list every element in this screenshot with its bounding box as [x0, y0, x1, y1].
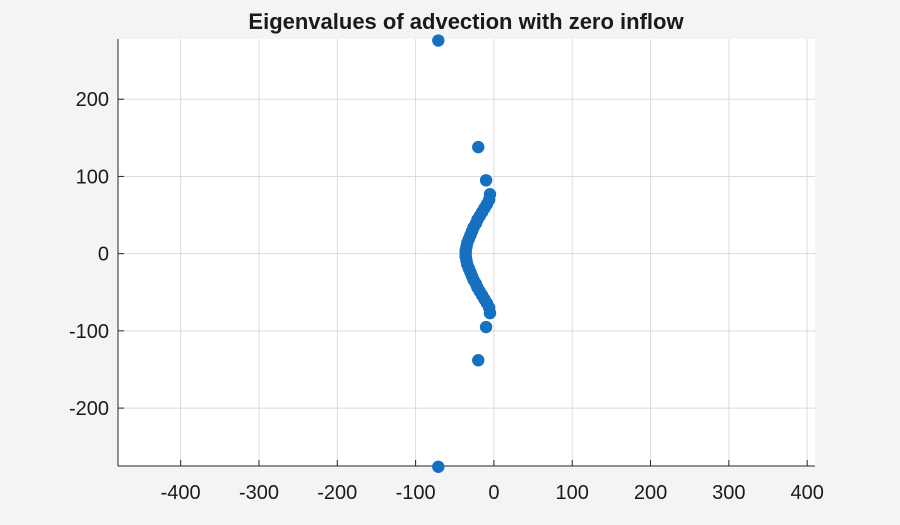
x-tick-label: -400 — [161, 482, 201, 504]
y-tick-labels: -200 -100 0 100 200 — [69, 89, 109, 420]
data-point — [479, 174, 493, 187]
y-tick-label: -200 — [69, 398, 109, 420]
data-point — [479, 320, 493, 334]
data-point — [432, 34, 445, 47]
data-point — [472, 354, 485, 367]
x-tick-label: 200 — [634, 482, 667, 504]
y-tick-label: -100 — [69, 321, 109, 343]
x-tick-label: 0 — [488, 482, 499, 504]
y-tick-label: 100 — [76, 166, 109, 188]
x-tick-label: 100 — [556, 482, 589, 504]
x-tick-label: -200 — [317, 482, 357, 504]
data-point — [472, 140, 485, 154]
y-tick-label: 0 — [98, 244, 109, 266]
data-points — [432, 34, 497, 473]
chart-title: Eigenvalues of advection with zero inflo… — [248, 9, 684, 34]
data-point — [459, 247, 472, 260]
grid — [118, 39, 815, 466]
x-tick-label: 300 — [712, 482, 745, 504]
axes — [117, 39, 815, 467]
y-tick-label: 200 — [76, 89, 109, 111]
x-tick-label: -300 — [239, 482, 279, 504]
x-tick-label: 400 — [790, 482, 823, 504]
x-tick-labels: -400 -300 -200 -100 0 100 200 300 400 — [161, 482, 824, 504]
data-point — [432, 460, 445, 473]
x-tick-label: -100 — [396, 482, 436, 504]
